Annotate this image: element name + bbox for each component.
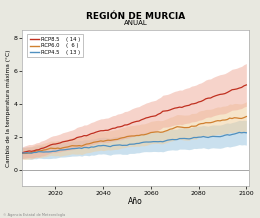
Text: © Agencia Estatal de Meteorología: © Agencia Estatal de Meteorología <box>3 213 65 217</box>
Text: ANUAL: ANUAL <box>124 20 147 26</box>
X-axis label: Año: Año <box>128 197 143 206</box>
Legend: RCP8.5    ( 14 ), RCP6.0    (  6 ), RCP4.5    ( 13 ): RCP8.5 ( 14 ), RCP6.0 ( 6 ), RCP4.5 ( 13… <box>27 34 82 57</box>
Y-axis label: Cambio de la temperatura máxima (°C): Cambio de la temperatura máxima (°C) <box>5 49 11 167</box>
Title: REGIÓN DE MURCIA: REGIÓN DE MURCIA <box>86 12 185 21</box>
